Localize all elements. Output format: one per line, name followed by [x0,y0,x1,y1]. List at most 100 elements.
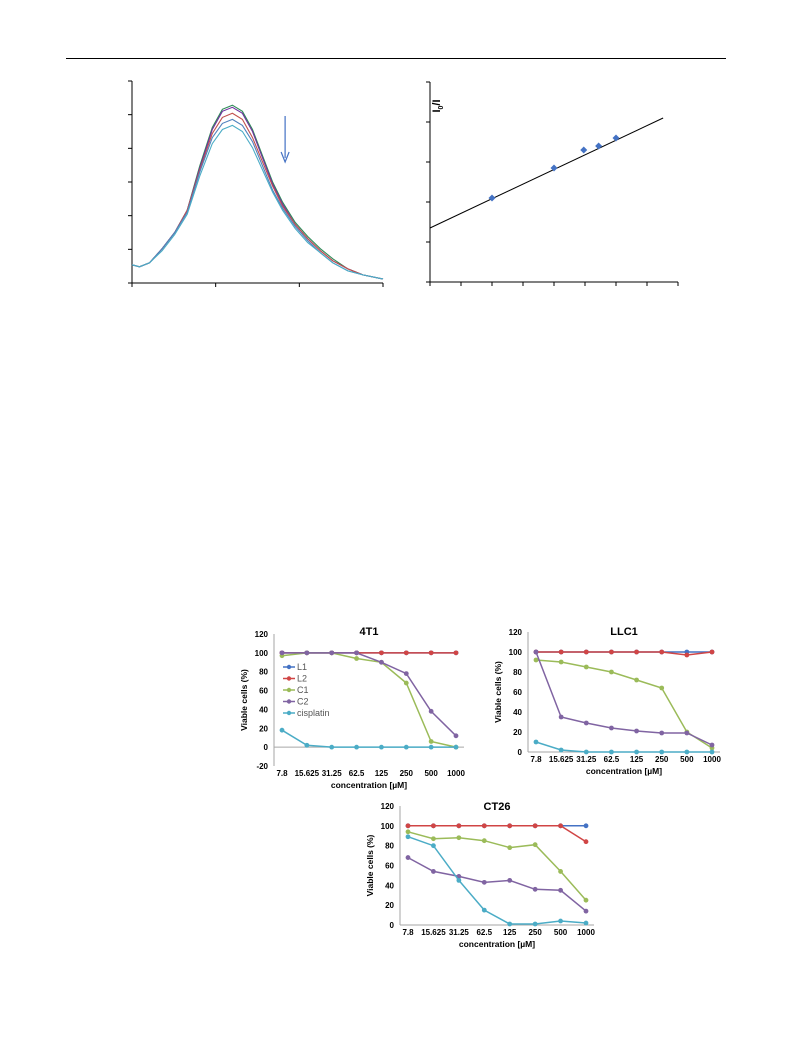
data-point-L2 [558,649,564,655]
data-point-C2 [709,742,715,748]
data-point-C2 [431,869,436,874]
data-point-cisplatin [453,744,459,750]
data-point-C1 [456,835,462,841]
data-point-cisplatin [507,921,513,927]
y-axis-title: Viable cells (%) [239,669,249,731]
data-point-C2 [507,877,513,883]
data-point-C1 [558,659,564,665]
series-line-C2 [535,651,713,746]
data-point-C2 [583,908,589,914]
data-point-L2 [558,823,563,829]
data-point-cisplatin [379,744,384,750]
x-tick-label: 1000 [577,928,595,937]
data-point-cisplatin [428,744,434,750]
y-tick-label: 0 [390,921,395,930]
data-point-C1 [428,739,434,744]
y-tick-label: 40 [259,705,268,714]
data-point-C2 [304,650,310,656]
y-axis-title: Viable cells (%) [365,834,375,896]
y-tick-label: 20 [385,901,394,910]
data-point-C2 [558,714,564,720]
data-point-C2 [453,733,459,739]
x-axis-title: concentration [µM] [586,766,662,776]
y-tick-label: -20 [256,762,268,771]
data-point-L2 [456,823,462,829]
spectrum-line-5 [131,124,384,280]
y-tick-label: 80 [385,842,394,851]
viability-chart-4t1: 4T1 -20 0 20 40 60 80 100 120 7.8 15.625 31.25 62.5 1… [239,626,465,790]
series-line-C1 [407,831,587,901]
y-tick-label: 80 [513,668,522,677]
y-tick-label: 100 [381,822,395,831]
data-point-cisplatin [684,749,690,755]
y-tick-label: 20 [513,728,522,737]
series-line-L2 [536,651,713,656]
x-tick-label: 500 [424,769,438,778]
data-point-L2 [403,650,409,656]
legend-label-L1: L1 [297,662,307,672]
x-tick-label: 31.25 [449,928,470,937]
data-point-C2 [634,728,639,734]
data-point-L2 [507,823,513,829]
data-point-cisplatin [558,747,564,753]
y-tick-label: 80 [259,668,268,677]
legend-label-cisplatin: cisplatin [297,708,330,718]
legend-label-L2: L2 [297,674,307,684]
chart-title: 4T1 [360,626,379,638]
y-tick-label: 120 [509,628,523,637]
data-point-cisplatin [403,744,409,750]
data-point-C1 [609,669,614,675]
x-axis-title: concentration [µM] [331,780,407,790]
x-tick-label: 7.8 [276,769,288,778]
y-axis-title: Viable cells (%) [493,661,503,723]
x-tick-label: 62.5 [349,769,365,778]
data-point-C1 [558,869,563,874]
y-tick-label: 120 [381,802,395,811]
data-point-L2 [481,823,487,829]
data-point-C2 [684,730,690,736]
x-tick-label: 500 [680,755,694,764]
y-tick-label: 0 [518,748,523,757]
x-tick-label: 7.8 [530,755,542,764]
viability-chart-ct26: CT26 0 20 40 60 80 100 120 7.8 15.625 31.25 62.5 125… [365,801,595,949]
x-tick-label: 15.625 [549,755,574,764]
data-point [580,146,588,154]
x-tick-label: 250 [528,928,542,937]
data-point-C2 [405,855,411,860]
x-tick-label: 31.25 [576,755,597,764]
x-tick-label: 500 [554,928,568,937]
emission-spectra-chart [128,80,384,287]
header-rule [66,58,726,59]
x-tick-label: 125 [630,755,644,764]
data-point-cisplatin [405,834,411,840]
y-tick-label: 20 [259,724,268,733]
stern-volmer-chart: I0/I [426,81,679,286]
legend-marker-L1 [286,664,292,670]
data-point-cisplatin [304,742,310,748]
data-point-cisplatin [533,739,539,745]
down-arrow-icon [280,151,290,164]
y-axis-label: I0/I [431,99,445,112]
data-point-L2 [431,823,436,829]
data-point-L2 [583,649,589,655]
data-point-C2 [659,730,665,736]
spectrum-line-1 [131,104,384,280]
y-tick-label: 100 [509,648,523,657]
data-point-C2 [481,879,487,885]
data-point-cisplatin [709,749,715,755]
data-point-L2 [684,652,690,658]
data-point-L2 [659,649,665,655]
data-point [612,134,620,142]
data-point-L2 [453,650,459,656]
data-point-cisplatin [532,921,538,927]
series-line-C1 [535,659,713,749]
data-point [595,142,603,150]
fit-line [429,117,664,229]
legend-marker-L2 [286,676,292,681]
x-tick-label: 250 [400,769,414,778]
y-tick-label: 120 [255,630,269,639]
data-point-cisplatin [279,727,285,733]
x-tick-label: 62.5 [476,928,492,937]
x-tick-label: 15.625 [295,769,320,778]
data-point-C1 [354,656,359,661]
